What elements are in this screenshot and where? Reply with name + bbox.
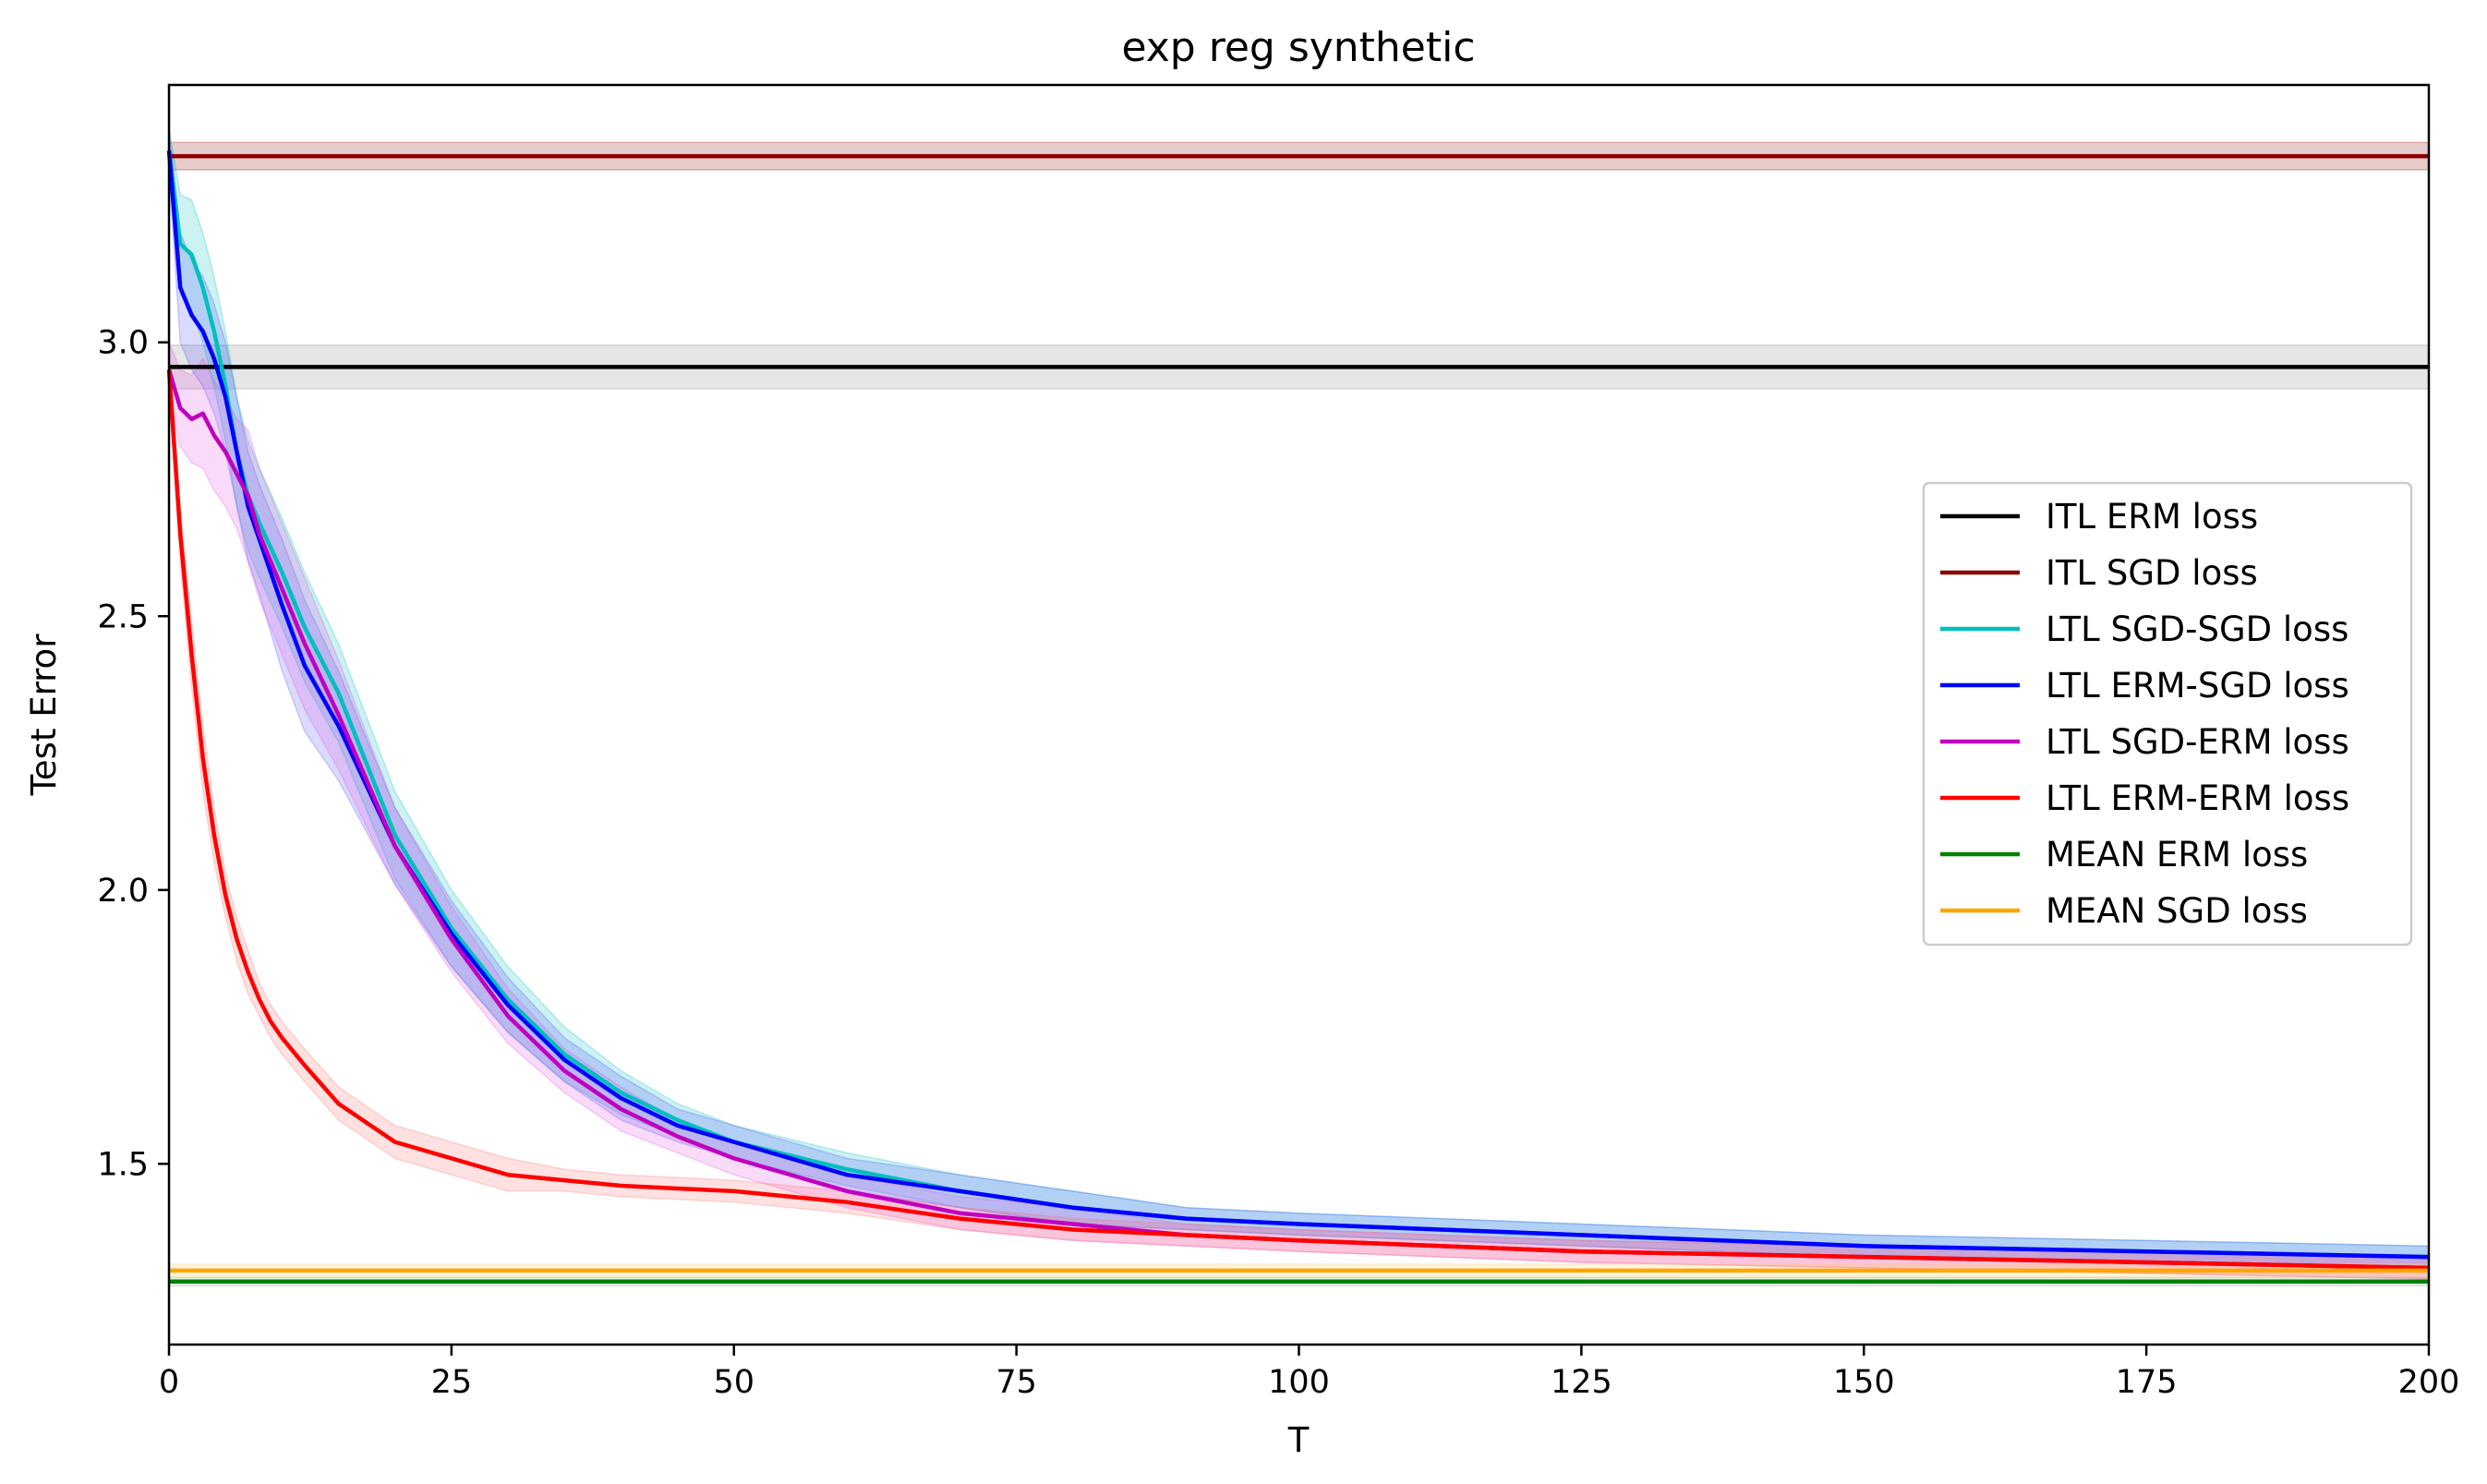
legend-label-itl-sgd-loss: ITL SGD loss <box>2046 553 2258 593</box>
x-axis-label: T <box>1287 1420 1310 1460</box>
x-tick-label: 200 <box>2398 1364 2460 1401</box>
x-tick-label: 50 <box>713 1364 755 1401</box>
legend: ITL ERM loss ITL SGD loss LTL SGD-SGD loss… <box>1922 481 2413 947</box>
x-tick-label: 0 <box>159 1364 179 1401</box>
x-tick-label: 100 <box>1268 1364 1330 1401</box>
ltl-erm-sgd-loss-line <box>166 151 2430 1260</box>
ltl-erm-erm-loss-line <box>166 369 2430 1271</box>
legend-label-itl-erm-loss: ITL ERM loss <box>2046 497 2258 537</box>
x-tick-label: 150 <box>1833 1364 1895 1401</box>
x-axis-ticks: 0 25 50 75 100 125 150 175 200 <box>159 1345 2460 1401</box>
chart-title: exp reg synthetic <box>1121 24 1475 71</box>
x-tick-label: 125 <box>1551 1364 1612 1401</box>
legend-label-mean-sgd-loss: MEAN SGD loss <box>2046 891 2308 931</box>
legend-label-ltl-sgd-erm-loss: LTL SGD-ERM loss <box>2046 722 2349 762</box>
y-axis-ticks: 1.5 2.0 2.5 3.0 <box>97 325 169 1183</box>
y-tick-label: 2.0 <box>97 873 149 910</box>
y-tick-label: 3.0 <box>97 325 149 362</box>
series-lines <box>166 150 2430 1285</box>
y-tick-label: 1.5 <box>97 1146 149 1183</box>
x-tick-label: 75 <box>996 1364 1037 1401</box>
legend-label-ltl-erm-sgd-loss: LTL ERM-SGD loss <box>2046 666 2349 706</box>
legend-label-mean-erm-loss: MEAN ERM loss <box>2046 835 2308 875</box>
x-tick-label: 25 <box>431 1364 473 1401</box>
x-tick-label: 175 <box>2116 1364 2178 1401</box>
y-tick-label: 2.5 <box>97 598 149 635</box>
legend-label-ltl-erm-erm-loss: LTL ERM-ERM loss <box>2046 778 2349 818</box>
legend-box <box>1922 481 2413 947</box>
y-axis-label: Test Error <box>24 633 64 797</box>
legend-label-ltl-sgd-sgd-loss: LTL SGD-SGD loss <box>2046 609 2348 649</box>
